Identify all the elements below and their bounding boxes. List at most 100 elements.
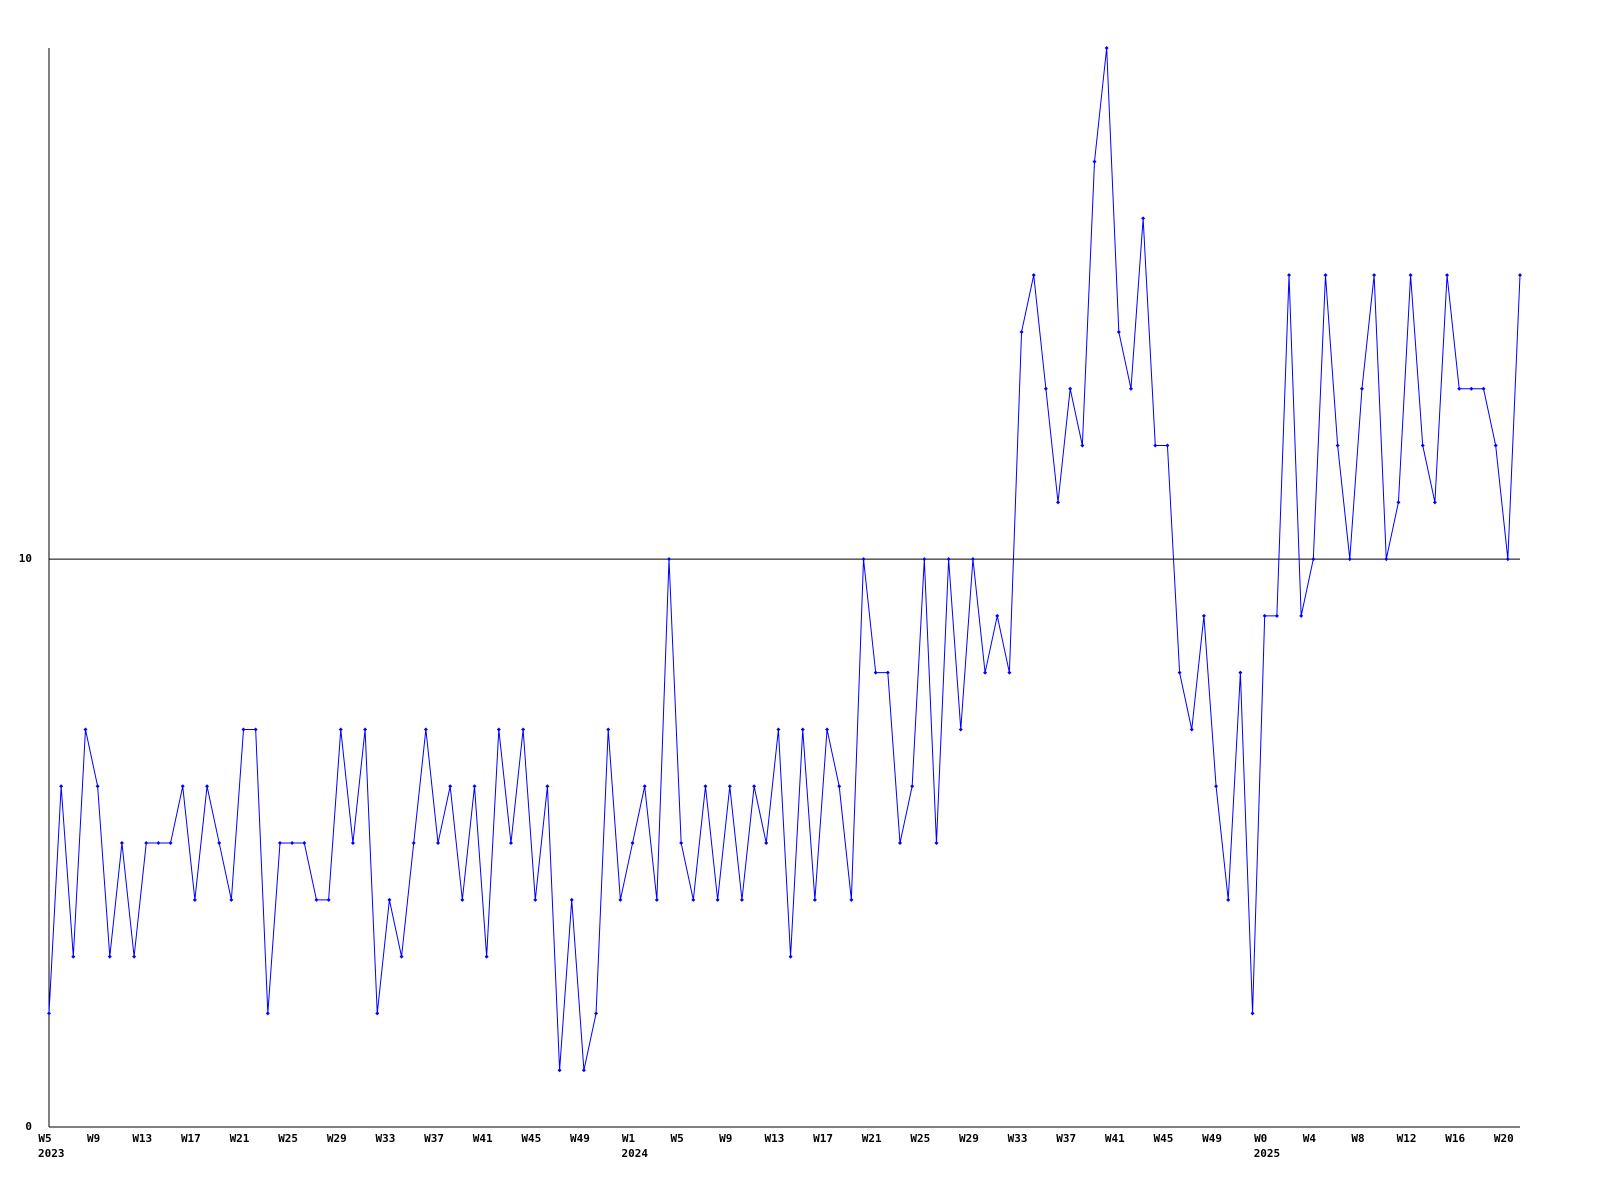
point-marker [496, 727, 501, 732]
point-marker [1007, 670, 1012, 675]
point-marker [1493, 443, 1498, 448]
point-marker [861, 557, 866, 562]
point-marker [302, 841, 307, 846]
point-marker [1226, 897, 1231, 902]
point-marker [363, 727, 368, 732]
point-marker [326, 897, 331, 902]
point-marker [837, 784, 842, 789]
point-marker [95, 784, 100, 789]
point-marker [934, 841, 939, 846]
point-marker [618, 897, 623, 902]
point-marker [594, 1011, 599, 1016]
point-marker [812, 897, 817, 902]
x-tick-label: W17 [813, 1132, 833, 1145]
point-marker [1214, 784, 1219, 789]
x-tick-label: W12 [1397, 1132, 1417, 1145]
point-marker [472, 784, 477, 789]
x-tick-label: W1 [622, 1132, 636, 1145]
point-marker [423, 727, 428, 732]
point-marker [350, 841, 355, 846]
point-marker [642, 784, 647, 789]
point-marker [1019, 329, 1024, 334]
point-marker [1116, 329, 1121, 334]
point-marker [119, 841, 124, 846]
point-marker [910, 784, 915, 789]
point-marker [1457, 386, 1462, 391]
x-tick-label: W33 [1008, 1132, 1028, 1145]
point-marker [1238, 670, 1243, 675]
point-marker [569, 897, 574, 902]
x-tick-label: W25 [910, 1132, 930, 1145]
point-marker [983, 670, 988, 675]
point-marker [229, 897, 234, 902]
point-marker [691, 897, 696, 902]
point-marker [788, 954, 793, 959]
x-tick-label: W25 [278, 1132, 298, 1145]
point-marker [1372, 273, 1377, 278]
x-tick-label: W29 [959, 1132, 979, 1145]
point-marker [1274, 613, 1279, 618]
x-tick-label: W29 [327, 1132, 347, 1145]
x-tick-label: W49 [570, 1132, 590, 1145]
x-tick-label: W21 [230, 1132, 250, 1145]
point-marker [1250, 1011, 1255, 1016]
x-tick-label: W33 [375, 1132, 395, 1145]
point-marker [885, 670, 890, 675]
point-marker [776, 727, 781, 732]
point-marker [995, 613, 1000, 618]
point-marker [508, 841, 513, 846]
x-tick-label: W9 [87, 1132, 100, 1145]
point-marker [1262, 613, 1267, 618]
x-tick-label: W4 [1303, 1132, 1317, 1145]
x-tick-label: W17 [181, 1132, 201, 1145]
series-line [48, 47, 1521, 1071]
point-marker [1287, 273, 1292, 278]
point-marker [1323, 273, 1328, 278]
x-tick-label: W8 [1351, 1132, 1364, 1145]
y-tick-label: 0 [25, 1120, 32, 1133]
point-marker [217, 841, 222, 846]
point-marker [1445, 273, 1450, 278]
point-marker [897, 841, 902, 846]
point-marker [679, 841, 684, 846]
point-marker [1518, 273, 1522, 278]
x-tick-label: W41 [473, 1132, 493, 1145]
point-marker [557, 1068, 562, 1073]
year-label: 2024 [622, 1147, 649, 1160]
point-marker [1201, 613, 1206, 618]
point-marker [1359, 386, 1364, 391]
point-marker [241, 727, 246, 732]
point-marker [667, 557, 672, 562]
x-tick-label: W16 [1445, 1132, 1465, 1145]
x-tick-label: W49 [1202, 1132, 1222, 1145]
point-marker [1311, 557, 1316, 562]
point-marker [1408, 273, 1413, 278]
x-tick-label: W9 [719, 1132, 732, 1145]
x-tick-label: W37 [424, 1132, 444, 1145]
point-marker [132, 954, 137, 959]
point-marker [970, 557, 975, 562]
point-marker [436, 841, 441, 846]
x-tick-label: W13 [764, 1132, 784, 1145]
x-tick-label: W5 [671, 1132, 684, 1145]
point-marker [1299, 613, 1304, 618]
x-tick-label: W45 [521, 1132, 541, 1145]
point-marker [1347, 557, 1352, 562]
point-marker [411, 841, 416, 846]
point-marker [192, 897, 197, 902]
point-marker [1335, 443, 1340, 448]
point-marker [1481, 386, 1486, 391]
point-marker [1384, 557, 1389, 562]
point-marker [1092, 159, 1097, 164]
point-marker [545, 784, 550, 789]
point-marker [581, 1068, 586, 1073]
point-marker [290, 841, 295, 846]
point-marker [727, 784, 732, 789]
point-marker [752, 784, 757, 789]
point-marker [1189, 727, 1194, 732]
point-marker [873, 670, 878, 675]
y-tick-label: 10 [19, 552, 32, 565]
point-marker [1469, 386, 1474, 391]
point-marker [1432, 500, 1437, 505]
point-marker [265, 1011, 270, 1016]
